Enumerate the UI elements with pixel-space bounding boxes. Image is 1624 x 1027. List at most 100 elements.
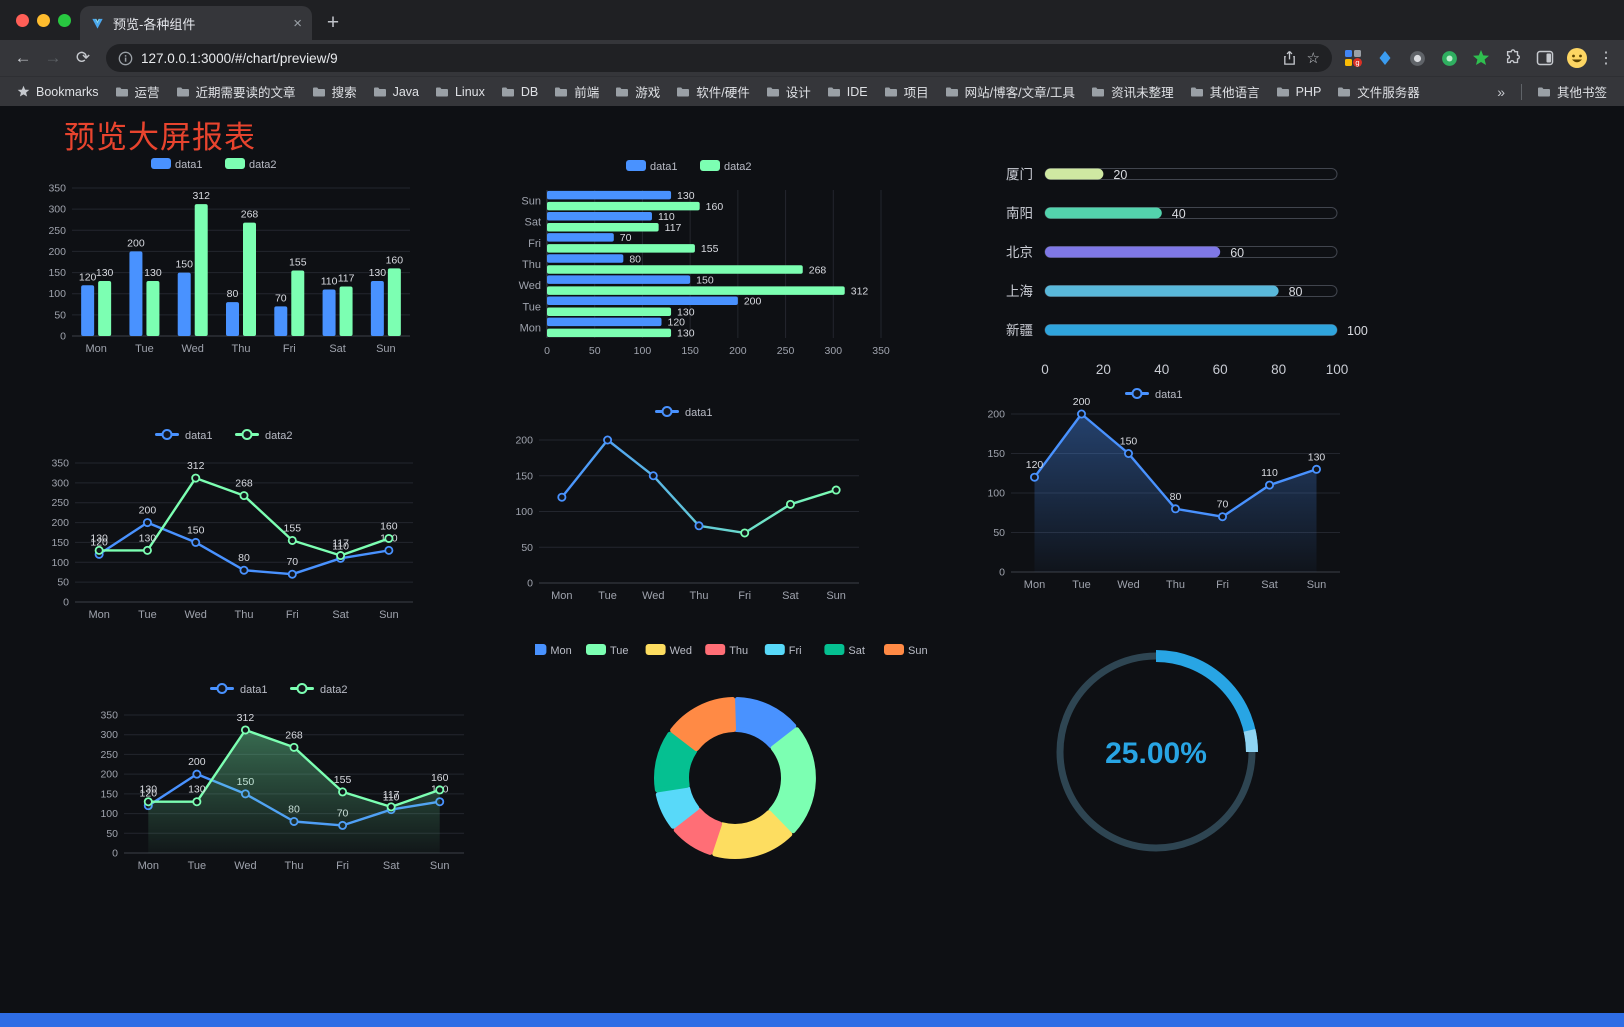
window-controls xyxy=(16,14,71,27)
svg-text:130: 130 xyxy=(139,532,157,544)
folder-icon xyxy=(373,87,386,96)
new-tab-button[interactable]: + xyxy=(326,11,340,34)
chart-gradient-line[interactable]: data1 0 50 100 150 200 Mon Tue Wed Thu Fri Sat Sun xyxy=(505,398,885,618)
share-icon[interactable] xyxy=(1282,50,1297,66)
chart-area-line[interactable]: data1 0 50 100 150 200 Mon Tue Wed Thu Fri Sat Sun 12… xyxy=(975,386,1355,603)
bookmarks-root[interactable]: Bookmarks xyxy=(10,82,106,102)
bookmark-label: 前端 xyxy=(574,86,600,100)
chart-donut[interactable]: Mon Tue Wed Thu Fri Sat Sun xyxy=(526,634,935,897)
chart-gauge[interactable]: 25.00% xyxy=(1038,640,1278,877)
chart-line-two-series[interactable]: data1 data2 0 50 100 150 200 250 300 350 Mon Tue Wed… xyxy=(45,423,425,643)
svg-text:200: 200 xyxy=(127,237,145,249)
progress-chart-svg: 厦门 20 南阳 40 北京 60 上海 80 新疆 100 0 20 40 60 80 100 xyxy=(1006,167,1368,377)
address-bar[interactable]: 127.0.0.1:3000/#/chart/preview/9 ☆ xyxy=(106,44,1332,72)
svg-text:200: 200 xyxy=(100,769,118,781)
bookmark-item[interactable]: 项目 xyxy=(877,79,936,104)
bookmark-item[interactable]: Linux xyxy=(428,82,492,102)
chart-line-area-two-series[interactable]: data1 data2 0 50 100 150 200 250 300 350 Mon Tue Wed… xyxy=(100,675,480,898)
bookmark-item[interactable]: 前端 xyxy=(547,79,606,104)
svg-text:50: 50 xyxy=(993,527,1005,539)
back-button[interactable]: ← xyxy=(14,48,32,67)
extension-icon-green-circle[interactable] xyxy=(1436,45,1462,71)
bookmark-item[interactable]: 游戏 xyxy=(608,79,667,104)
svg-text:300: 300 xyxy=(100,729,118,741)
svg-text:80: 80 xyxy=(1271,362,1286,377)
svg-text:250: 250 xyxy=(777,345,795,357)
svg-text:上海: 上海 xyxy=(1006,284,1033,299)
svg-text:Sat: Sat xyxy=(383,860,400,872)
svg-text:Fri: Fri xyxy=(286,609,299,621)
tab-strip: 预览-各种组件 × + xyxy=(0,0,1624,40)
chart-progress-bars[interactable]: 厦门 20 南阳 40 北京 60 上海 80 新疆 100 0 20 40 60 80 100 xyxy=(990,150,1375,395)
bookmarks-overflow-chevron[interactable]: » xyxy=(1497,83,1505,100)
window-maximize-button[interactable] xyxy=(58,14,71,27)
svg-text:data1: data1 xyxy=(175,159,203,171)
svg-text:50: 50 xyxy=(54,309,66,321)
svg-text:300: 300 xyxy=(825,345,843,357)
svg-text:350: 350 xyxy=(51,458,69,470)
extension-icon-colored-grid[interactable]: g xyxy=(1340,45,1366,71)
bookmark-item[interactable]: 资讯未整理 xyxy=(1084,79,1181,104)
area-chart-svg: data1 0 50 100 150 200 Mon Tue Wed Thu Fri Sat Sun 12… xyxy=(987,388,1340,591)
svg-text:200: 200 xyxy=(51,517,69,529)
svg-text:Tue: Tue xyxy=(598,590,617,602)
chart-grouped-bar[interactable]: data1 data2 0 50 100 150 200 250 300 350 Mon Tue Wed… xyxy=(30,148,420,371)
site-info-icon[interactable] xyxy=(118,51,133,66)
svg-text:100: 100 xyxy=(987,488,1005,500)
bookmark-item[interactable]: 文件服务器 xyxy=(1330,79,1427,104)
bookmark-item[interactable]: Java xyxy=(366,82,426,102)
other-bookmarks-folder[interactable]: 其他书签 xyxy=(1530,79,1614,104)
bookmark-item[interactable]: 运营 xyxy=(108,79,167,104)
bookmark-star-icon[interactable]: ☆ xyxy=(1306,50,1320,67)
extension-icon-green-star[interactable] xyxy=(1468,45,1494,71)
window-close-button[interactable] xyxy=(16,14,29,27)
svg-text:100: 100 xyxy=(51,557,69,569)
extension-icon-blue-drop[interactable] xyxy=(1372,45,1398,71)
menu-kebab-icon[interactable]: ⋮ xyxy=(1598,50,1614,67)
svg-text:100: 100 xyxy=(634,345,652,357)
bookmark-label: 软件/硬件 xyxy=(696,86,750,100)
svg-text:Tue: Tue xyxy=(135,343,154,355)
bookmark-label: 设计 xyxy=(785,86,811,100)
bookmark-item[interactable]: 网站/博客/文章/工具 xyxy=(938,79,1082,104)
bookmark-label: 资讯未整理 xyxy=(1111,86,1174,100)
svg-text:Wed: Wed xyxy=(519,280,541,292)
svg-text:Sun: Sun xyxy=(521,196,541,208)
chart-horizontal-bar[interactable]: data1 data2 0 50 100 150 200 250 300 350 Sun 130 160… xyxy=(505,150,895,373)
forward-button[interactable]: → xyxy=(44,48,62,67)
svg-text:0: 0 xyxy=(1041,362,1049,377)
svg-text:120: 120 xyxy=(90,536,108,548)
bookmark-item[interactable]: 设计 xyxy=(759,79,818,104)
svg-text:Fri: Fri xyxy=(528,238,541,250)
bottom-accent-bar xyxy=(0,1013,1624,1027)
bookmark-item[interactable]: PHP xyxy=(1269,82,1329,102)
svg-text:200: 200 xyxy=(139,505,157,517)
bookmark-item[interactable]: 搜索 xyxy=(305,79,364,104)
tab-close-icon[interactable]: × xyxy=(293,14,302,32)
extension-icon-gray-circle[interactable] xyxy=(1404,45,1430,71)
url-text[interactable]: 127.0.0.1:3000/#/chart/preview/9 xyxy=(141,50,338,66)
svg-text:160: 160 xyxy=(386,254,404,266)
bookmark-item[interactable]: DB xyxy=(494,82,545,102)
bookmark-item[interactable]: 其他语言 xyxy=(1183,79,1267,104)
svg-text:厦门: 厦门 xyxy=(1006,167,1033,182)
side-panel-icon[interactable] xyxy=(1532,45,1558,71)
svg-text:300: 300 xyxy=(51,477,69,489)
bookmark-item[interactable]: 近期需要读的文章 xyxy=(169,79,303,104)
reload-button[interactable]: ⟳ xyxy=(75,48,91,67)
svg-text:268: 268 xyxy=(809,264,827,276)
svg-text:110: 110 xyxy=(658,211,675,223)
svg-text:155: 155 xyxy=(284,522,302,534)
window-minimize-button[interactable] xyxy=(37,14,50,27)
profile-avatar[interactable] xyxy=(1564,45,1590,71)
hbar-chart-svg: data1 data2 0 50 100 150 200 250 300 350 Sun 130 160… xyxy=(519,160,890,357)
svg-text:Sat: Sat xyxy=(1261,579,1278,591)
svg-text:Sun: Sun xyxy=(376,343,396,355)
browser-tab[interactable]: 预览-各种组件 × xyxy=(80,6,312,40)
bookmark-item[interactable]: IDE xyxy=(820,82,875,102)
bookmark-item[interactable]: 软件/硬件 xyxy=(669,79,756,104)
extensions-puzzle-icon[interactable] xyxy=(1500,45,1526,71)
svg-text:130: 130 xyxy=(140,784,158,796)
folder-icon xyxy=(176,87,189,96)
svg-text:Sun: Sun xyxy=(379,609,399,621)
